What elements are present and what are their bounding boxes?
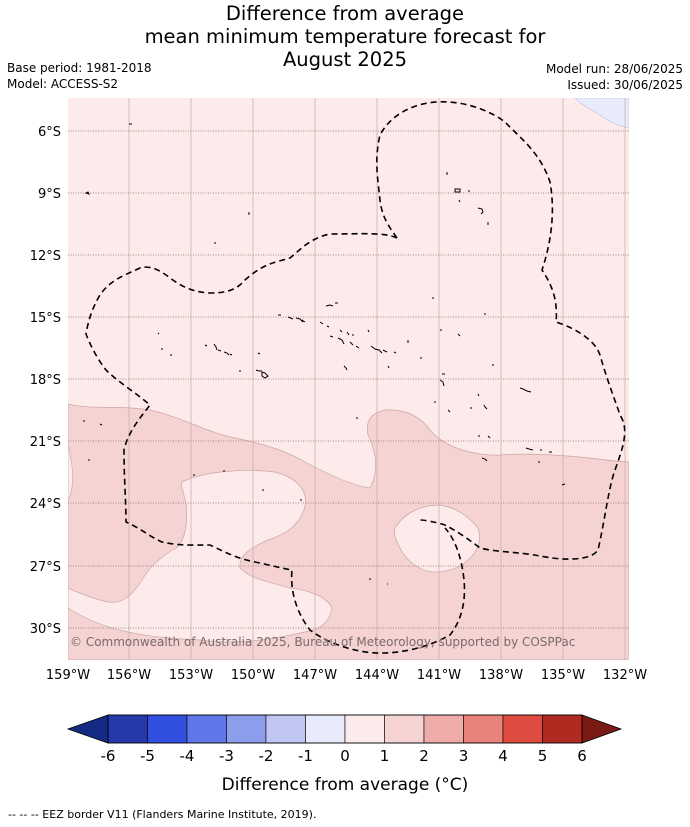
lat-label: 30°S <box>30 622 61 637</box>
colorbar-tick-label: -3 <box>219 747 234 765</box>
colorbar-frame <box>107 714 583 744</box>
lat-label: 9°S <box>38 187 61 202</box>
eez-legend: -- -- -- EEZ border V11 (Flanders Marine… <box>8 808 317 821</box>
colorbar-tick-label: 6 <box>577 747 587 765</box>
lat-label: 18°S <box>30 373 61 388</box>
colorbar-label: Difference from average (°C) <box>222 775 469 795</box>
colorbar-tick-label: -1 <box>298 747 313 765</box>
map-area: © Commonwealth of Australia 2025, Bureau… <box>68 98 629 660</box>
colorbar-bin <box>226 714 267 744</box>
anomaly-0-1-edge <box>68 444 73 501</box>
longitude-labels: 159°W 156°W 153°W 150°W 147°W 144°W 141°… <box>46 668 647 683</box>
colorbar-bin <box>423 714 464 744</box>
colorbar-tick-label: 2 <box>419 747 429 765</box>
colorbar-high-extension <box>581 714 623 744</box>
lat-label: 27°S <box>30 560 61 575</box>
colorbar-bin <box>542 714 583 744</box>
lon-label: 135°W <box>541 668 585 683</box>
colorbar-bin <box>147 714 188 744</box>
colorbar-bins <box>107 714 583 744</box>
latitude-gridlines <box>68 130 629 629</box>
lat-label: 12°S <box>30 249 61 264</box>
colorbar-tick-label: -2 <box>259 747 274 765</box>
model-name: Model: ACCESS-S2 <box>7 77 119 91</box>
colorbar-bin <box>186 714 227 744</box>
model-info: Base period: 1981-2018 Model: ACCESS-S2 <box>7 60 152 92</box>
lat-label: 24°S <box>30 497 61 512</box>
model-run-date: Model run: 28/06/2025 <box>545 62 683 76</box>
colorbar-tick-label: 5 <box>538 747 548 765</box>
lon-label: 138°W <box>479 668 523 683</box>
colorbar-bin <box>384 714 425 744</box>
copyright-notice: © Commonwealth of Australia 2025, Bureau… <box>70 635 575 649</box>
colorbar-tick-label: 1 <box>380 747 390 765</box>
colorbar-tick-label: -4 <box>180 747 195 765</box>
lon-label: 141°W <box>417 668 461 683</box>
lon-label: 156°W <box>107 668 151 683</box>
colorbar-tick-label: 4 <box>498 747 508 765</box>
island-outlines <box>83 123 566 585</box>
anomaly-0-1-hole-west <box>68 470 333 643</box>
title-line-2: mean minimum temperature forecast for <box>144 25 546 48</box>
issued-date: Issued: 30/06/2025 <box>567 78 683 92</box>
lat-label: 21°S <box>30 435 61 450</box>
colorbar-tick-label: -6 <box>101 747 116 765</box>
latitude-labels: 6°S 9°S 12°S 15°S 18°S 21°S 24°S 27°S 30… <box>30 125 61 637</box>
colorbar-bin <box>107 714 148 744</box>
colorbar-bin <box>344 714 385 744</box>
map-figure: © Commonwealth of Australia 2025, Bureau… <box>30 98 647 795</box>
lon-label: 150°W <box>231 668 275 683</box>
anomaly-0-1-hole-east <box>394 504 480 573</box>
lat-label: 6°S <box>38 125 61 140</box>
colorbar-tick-label: 0 <box>340 747 350 765</box>
lon-label: 153°W <box>169 668 213 683</box>
anomaly-cool-region <box>574 98 629 129</box>
lon-label: 159°W <box>46 668 90 683</box>
colorbar-bin <box>463 714 504 744</box>
colorbar-bin <box>305 714 346 744</box>
colorbar-tick-label: 3 <box>459 747 469 765</box>
lon-label: 144°W <box>355 668 399 683</box>
colorbar-bin <box>502 714 543 744</box>
run-info: Model run: 28/06/2025 Issued: 30/06/2025 <box>546 61 683 93</box>
lat-label: 15°S <box>30 311 61 326</box>
colorbar: -6 -5 -4 -3 -2 -1 0 1 2 3 4 5 6 Difference from aver… <box>66 714 623 795</box>
lon-label: 147°W <box>293 668 337 683</box>
eez-borders <box>85 101 626 654</box>
base-period: Base period: 1981-2018 <box>7 61 152 75</box>
colorbar-tick-label: -5 <box>140 747 155 765</box>
chart-title: Difference from average mean minimum tem… <box>0 2 690 71</box>
colorbar-ticks: -6 -5 -4 -3 -2 -1 0 1 2 3 4 5 6 <box>101 747 587 765</box>
colorbar-low-extension <box>66 714 109 744</box>
colorbar-bin <box>265 714 306 744</box>
title-line-3: August 2025 <box>282 48 408 71</box>
title-line-1: Difference from average <box>225 2 465 25</box>
lon-label: 132°W <box>603 668 647 683</box>
